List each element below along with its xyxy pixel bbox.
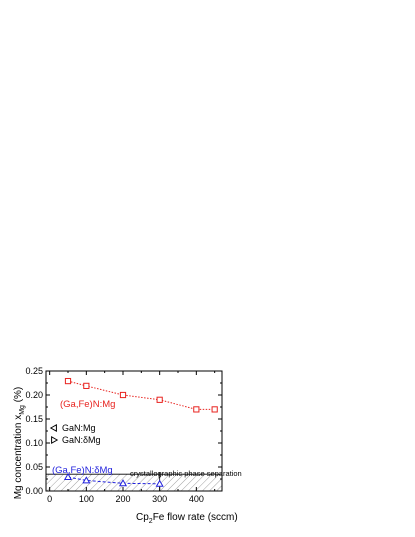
- series-label-gafen-deltamg: (Ga,Fe)N:δMg: [52, 465, 113, 476]
- series-label-gafen-mg: (Ga,Fe)N:Mg: [60, 399, 115, 410]
- data-point-series-1-3: [155, 479, 164, 487]
- data-point-series-0-4: [193, 406, 200, 413]
- legend-marker-1: [51, 435, 59, 445]
- y-axis-label: Mg concentration xMg (%): [13, 387, 26, 500]
- y-tick-label: 0.00: [25, 486, 43, 496]
- y-tick-label: 0.10: [25, 438, 43, 448]
- data-point-series-0-3: [156, 396, 163, 403]
- legend-label-gan-deltamg: GaN:δMg: [62, 435, 101, 445]
- data-point-series-0-0: [64, 377, 72, 385]
- x-tick-label: 0: [47, 494, 52, 504]
- x-axis-label-subscript: 2: [149, 518, 153, 525]
- x-tick-label: 200: [115, 494, 130, 504]
- data-point-series-0-2: [119, 391, 127, 399]
- series-line-1: [67, 476, 160, 485]
- y-tick-label: 0.20: [25, 390, 43, 400]
- y-axis-label-subscript: Mg: [19, 405, 26, 415]
- labels-layer: (Ga,Fe)N:Mg (Ga,Fe)N:δMg GaN:Mg GaN:δMg …: [13, 387, 242, 525]
- legend-marker-0: [49, 423, 57, 433]
- data-point-series-1-0: [63, 472, 73, 480]
- x-tick-label: 300: [152, 494, 167, 504]
- y-tick-label: 0.15: [25, 414, 43, 424]
- series-layer: [49, 377, 218, 487]
- hatched-band: [46, 474, 222, 491]
- x-tick-label: 100: [79, 494, 94, 504]
- data-point-series-1-1: [82, 476, 91, 484]
- x-tick-label: 400: [189, 494, 204, 504]
- x-axis-label: Cp2Fe flow rate (sccm): [136, 512, 238, 525]
- y-tick-label: 0.05: [25, 462, 43, 472]
- y-tick-label: 0.25: [25, 366, 43, 376]
- data-point-series-1-2: [118, 479, 128, 487]
- legend-label-gan-mg: GaN:Mg: [62, 423, 96, 433]
- annotation-phase-separation: crystallographic phase separation: [130, 469, 242, 478]
- data-point-series-0-1: [83, 382, 90, 389]
- data-point-series-0-5: [211, 406, 218, 413]
- axes-layer: 0 100 200 300 400 0.00 0.05 0.10 0.15 0.20 0.25: [25, 366, 223, 504]
